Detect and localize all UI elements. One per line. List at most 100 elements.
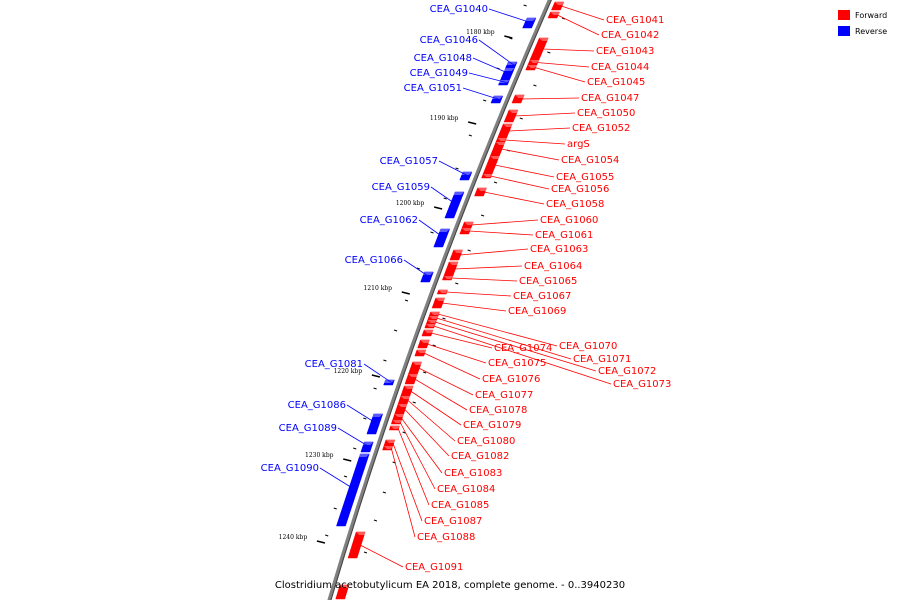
gene-block-cea-g1056[interactable]: [481, 173, 496, 179]
gene-label-cea-g1069[interactable]: CEA_G1069: [508, 306, 566, 317]
gene-label-cea-g1082[interactable]: CEA_G1082: [451, 451, 509, 462]
gene-label-cea-g1044[interactable]: CEA_G1044: [591, 62, 649, 73]
gene-block-cea-g1088[interactable]: [382, 445, 396, 451]
gene-label-cea-g1078[interactable]: CEA_G1078: [469, 405, 527, 416]
gene-label-cea-g1054[interactable]: CEA_G1054: [561, 155, 619, 166]
gene-block-cea-g1047[interactable]: [511, 94, 528, 104]
gene-block-body: [360, 441, 374, 453]
gene-block-highlight: [550, 12, 563, 15]
gene-label-cea-g1058[interactable]: CEA_G1058: [546, 199, 604, 210]
gene-label-args[interactable]: argS: [567, 139, 590, 150]
gene-label-cea-g1074[interactable]: CEA_G1074: [494, 343, 552, 354]
gene-label-cea-g1071[interactable]: CEA_G1071: [573, 354, 631, 365]
gene-block-cea-g1062[interactable]: [433, 228, 451, 248]
gene-block-cea-g1089[interactable]: [360, 441, 374, 453]
gene-label-cea-g1047[interactable]: CEA_G1047: [581, 93, 639, 104]
gene-block-cea-g1079[interactable]: [400, 385, 417, 397]
legend-label-reverse: Reverse: [855, 27, 887, 36]
gene-block-body: [547, 11, 560, 19]
gene-label-cea-g1088[interactable]: CEA_G1088: [417, 532, 475, 543]
gene-label-cea-g1060[interactable]: CEA_G1060: [540, 215, 598, 226]
gene-label-cea-g1066[interactable]: CEA_G1066: [345, 255, 403, 266]
gene-block-cea-g1071[interactable]: [427, 315, 442, 321]
gene-label-cea-g1056[interactable]: CEA_G1056: [551, 184, 609, 195]
gene-label-cea-g1050[interactable]: CEA_G1050: [577, 108, 635, 119]
gene-block-cea-g1074[interactable]: [421, 329, 437, 337]
gene-block-cea-g1087[interactable]: [383, 439, 398, 447]
gene-label-cea-g1061[interactable]: CEA_G1061: [535, 230, 593, 241]
gene-label-cea-g1040[interactable]: CEA_G1040: [430, 4, 488, 15]
gene-block-cea-g1048[interactable]: [500, 67, 515, 81]
gene-block-cea-g1061[interactable]: [459, 227, 475, 235]
gene-label-cea-g1064[interactable]: CEA_G1064: [524, 261, 582, 272]
gene-block-cea-g1076[interactable]: [414, 349, 429, 357]
gene-label-cea-g1085[interactable]: CEA_G1085: [431, 500, 489, 511]
gene-label-cea-g1045[interactable]: CEA_G1045: [587, 77, 645, 88]
label-layer: CEA_G1040 CEA_G1046 CEA_G1048 CEA_G1049 CEA_…: [261, 4, 672, 573]
gene-label-cea-g1081[interactable]: CEA_G1081: [305, 359, 363, 370]
gene-label-cea-g1086[interactable]: CEA_G1086: [288, 400, 346, 411]
gene-label-cea-g1076[interactable]: CEA_G1076: [482, 374, 540, 385]
gene-block-cea-g1086[interactable]: [366, 413, 384, 435]
gene-block-cea-g1078[interactable]: [404, 373, 421, 385]
gene-label-cea-g1041[interactable]: CEA_G1041: [606, 15, 664, 26]
gene-label-cea-g1079[interactable]: CEA_G1079: [463, 420, 521, 431]
gene-block-cea-g1063[interactable]: [449, 249, 466, 261]
gene-label-cea-g1070[interactable]: CEA_G1070: [559, 341, 617, 352]
gene-block-cea-g1081[interactable]: [382, 379, 395, 386]
gene-label-cea-g1089[interactable]: CEA_G1089: [279, 423, 337, 434]
gene-block-cea-g1066[interactable]: [420, 271, 434, 283]
gene-block-cea-g1091[interactable]: [347, 531, 369, 559]
gene-block-cea-g1042[interactable]: [547, 11, 563, 19]
gene-block-cea-g1075[interactable]: [417, 339, 433, 349]
gene-label-cea-g1072[interactable]: CEA_G1072: [598, 366, 656, 377]
gene-block-continuation-bottom[interactable]: [335, 584, 352, 600]
gene-block-cea-g1082[interactable]: [394, 403, 411, 415]
gene-block-cea-g1044[interactable]: [527, 59, 542, 66]
gene-leader-cea-g1057: [438, 160, 469, 177]
gene-label-cea-g1051[interactable]: CEA_G1051: [404, 83, 462, 94]
gene-block-cea-g1059[interactable]: [444, 191, 465, 219]
gene-block-cea-g1069[interactable]: [431, 297, 448, 309]
gene-label-cea-g1090[interactable]: CEA_G1090: [261, 463, 319, 474]
gene-label-cea-g1063[interactable]: CEA_G1063: [530, 244, 588, 255]
gene-label-cea-g1042[interactable]: CEA_G1042: [601, 30, 659, 41]
gene-label-cea-g1073[interactable]: CEA_G1073: [613, 379, 671, 390]
gene-block-cea-g1055[interactable]: [482, 155, 503, 175]
gene-label-cea-g1065[interactable]: CEA_G1065: [519, 276, 577, 287]
gene-label-cea-g1052[interactable]: CEA_G1052: [572, 123, 630, 134]
gene-label-cea-g1077[interactable]: CEA_G1077: [475, 390, 533, 401]
gene-label-cea-g1087[interactable]: CEA_G1087: [424, 516, 482, 527]
gene-block-cea-g1057[interactable]: [459, 171, 473, 181]
gene-block-cea-g1040[interactable]: [522, 17, 537, 29]
gene-label-cea-g1059[interactable]: CEA_G1059: [372, 182, 430, 193]
gene-block-body: [421, 329, 434, 337]
gene-block-cea-g1072[interactable]: [425, 319, 440, 325]
gene-block-cea-g1041[interactable]: [551, 1, 567, 11]
gene-label-cea-g1062[interactable]: CEA_G1062: [360, 215, 418, 226]
gene-label-cea-g1091[interactable]: CEA_G1091: [405, 562, 463, 573]
gene-label-cea-g1084[interactable]: CEA_G1084: [437, 484, 495, 495]
gene-block-cea-g1050[interactable]: [503, 109, 522, 123]
gene-block-cea-g1045[interactable]: [525, 64, 540, 71]
gene-label-cea-g1043[interactable]: CEA_G1043: [596, 46, 654, 57]
gene-block-cea-g1090[interactable]: [336, 453, 370, 527]
gene-block-cea-g1070[interactable]: [428, 311, 443, 317]
gene-block-cea-g1077[interactable]: [408, 361, 425, 375]
gene-block-cea-g1060[interactable]: [461, 221, 477, 229]
gene-block-cea-g1085[interactable]: [388, 425, 403, 431]
gene-block-cea-g1084[interactable]: [390, 419, 405, 425]
gene-label-cea-g1049[interactable]: CEA_G1049: [410, 68, 468, 79]
gene-label-cea-g1075[interactable]: CEA_G1075: [488, 358, 546, 369]
gene-label-cea-g1080[interactable]: CEA_G1080: [457, 436, 515, 447]
gene-label-cea-g1048[interactable]: CEA_G1048: [414, 53, 472, 64]
gene-label-cea-g1067[interactable]: CEA_G1067: [513, 291, 571, 302]
gene-block-cea-g1073[interactable]: [424, 323, 439, 329]
gene-label-cea-g1055[interactable]: CEA_G1055: [556, 172, 614, 183]
gene-block-cea-g1054[interactable]: [489, 141, 508, 157]
gene-label-cea-g1057[interactable]: CEA_G1057: [380, 156, 438, 167]
gene-label-cea-g1046[interactable]: CEA_G1046: [420, 35, 478, 46]
gene-block-cea-g1058[interactable]: [474, 187, 490, 197]
gene-label-cea-g1083[interactable]: CEA_G1083: [444, 468, 502, 479]
gene-block-cea-g1067[interactable]: [436, 289, 451, 295]
